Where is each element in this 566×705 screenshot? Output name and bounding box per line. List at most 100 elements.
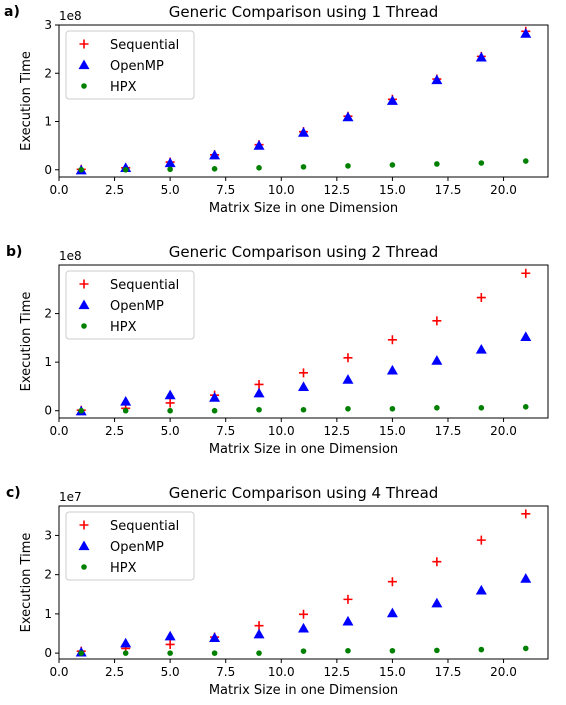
hpx-marker: [479, 647, 485, 653]
x-tick-label: 15.0: [379, 665, 406, 679]
legend-label: HPX: [110, 320, 137, 335]
legend-label: OpenMP: [110, 59, 164, 74]
hpx-marker: [167, 408, 173, 414]
x-tick-label: 5.0: [161, 424, 180, 438]
legend: Sequential OpenMP HPX: [66, 271, 194, 339]
hpx-marker: [81, 564, 87, 570]
y-tick-label: 2: [44, 66, 52, 80]
hpx-marker: [81, 323, 87, 329]
x-tick-label: 0.0: [49, 424, 68, 438]
y-offset-text: 1e8: [59, 249, 82, 263]
legend-label: Sequential: [110, 38, 179, 53]
hpx-marker: [345, 648, 351, 654]
panel-label: b): [6, 244, 22, 260]
x-tick-label: 0.0: [49, 665, 68, 679]
x-tick-label: 2.5: [105, 183, 124, 197]
hpx-marker: [212, 166, 218, 172]
x-tick-label: 20.0: [490, 183, 517, 197]
hpx-marker: [212, 650, 218, 656]
hpx-marker: [78, 408, 84, 414]
hpx-marker: [390, 162, 396, 168]
x-tick-label: 12.5: [323, 665, 350, 679]
legend-label: Sequential: [110, 519, 179, 534]
y-axis-label: Execution Time: [19, 51, 34, 151]
x-axis-label: Matrix Size in one Dimension: [209, 201, 398, 216]
hpx-marker: [479, 405, 485, 411]
x-tick-label: 2.5: [105, 424, 124, 438]
legend-label: HPX: [110, 80, 137, 95]
x-tick-label: 7.5: [216, 424, 235, 438]
x-axis-label: Matrix Size in one Dimension: [209, 442, 398, 457]
x-tick-label: 10.0: [268, 183, 295, 197]
y-axis-label: Execution Time: [19, 533, 34, 633]
y-tick-label: 1: [44, 355, 52, 369]
x-tick-label: 20.0: [490, 665, 517, 679]
hpx-marker: [301, 648, 307, 654]
chart-title: Generic Comparison using 2 Thread: [169, 243, 439, 261]
hpx-marker: [390, 648, 396, 654]
panel-label: c): [6, 485, 21, 501]
hpx-marker: [434, 405, 440, 411]
y-tick-label: 2: [44, 568, 52, 582]
hpx-marker: [345, 406, 351, 412]
legend: Sequential OpenMP HPX: [66, 31, 194, 99]
chart-title: Generic Comparison using 1 Thread: [169, 3, 439, 21]
hpx-marker: [123, 167, 129, 173]
x-tick-label: 0.0: [49, 183, 68, 197]
x-tick-label: 15.0: [379, 424, 406, 438]
y-tick-label: 0: [44, 646, 52, 660]
y-tick-label: 0: [44, 163, 52, 177]
x-tick-label: 5.0: [161, 183, 180, 197]
x-tick-label: 12.5: [323, 183, 350, 197]
hpx-marker: [167, 166, 173, 172]
chart-title: Generic Comparison using 4 Thread: [169, 484, 439, 502]
hpx-marker: [123, 650, 129, 656]
hpx-marker: [523, 646, 529, 652]
y-offset-text: 1e8: [59, 9, 82, 23]
y-tick-label: 1: [44, 607, 52, 621]
x-tick-label: 2.5: [105, 665, 124, 679]
hpx-marker: [301, 164, 307, 170]
y-tick-label: 3: [44, 528, 52, 542]
hpx-marker: [78, 167, 84, 173]
y-axis-label: Execution Time: [19, 292, 34, 392]
hpx-marker: [256, 165, 262, 171]
hpx-marker: [301, 407, 307, 413]
hpx-marker: [256, 650, 262, 656]
x-tick-label: 5.0: [161, 665, 180, 679]
hpx-marker: [390, 406, 396, 412]
x-tick-label: 17.5: [435, 183, 462, 197]
hpx-marker: [212, 408, 218, 414]
x-tick-label: 17.5: [435, 424, 462, 438]
hpx-marker: [523, 404, 529, 410]
y-tick-label: 3: [44, 18, 52, 32]
x-tick-label: 17.5: [435, 665, 462, 679]
legend-label: HPX: [110, 561, 137, 576]
hpx-marker: [434, 161, 440, 167]
hpx-marker: [123, 408, 129, 414]
x-tick-label: 12.5: [323, 424, 350, 438]
hpx-marker: [434, 648, 440, 654]
x-axis-label: Matrix Size in one Dimension: [209, 683, 398, 698]
x-tick-label: 15.0: [379, 183, 406, 197]
panel-label: a): [4, 4, 20, 20]
y-tick-label: 2: [44, 307, 52, 321]
x-tick-label: 7.5: [216, 183, 235, 197]
legend-label: Sequential: [110, 278, 179, 293]
y-tick-label: 0: [44, 404, 52, 418]
hpx-marker: [479, 160, 485, 166]
hpx-marker: [523, 158, 529, 164]
x-tick-label: 10.0: [268, 424, 295, 438]
hpx-marker: [345, 163, 351, 169]
x-tick-label: 10.0: [268, 665, 295, 679]
hpx-marker: [78, 650, 84, 656]
y-tick-label: 1: [44, 115, 52, 129]
hpx-marker: [167, 650, 173, 656]
hpx-marker: [256, 407, 262, 413]
legend-label: OpenMP: [110, 299, 164, 314]
y-offset-text: 1e7: [59, 490, 82, 504]
x-tick-label: 7.5: [216, 665, 235, 679]
x-tick-label: 20.0: [490, 424, 517, 438]
legend: Sequential OpenMP HPX: [66, 512, 194, 580]
